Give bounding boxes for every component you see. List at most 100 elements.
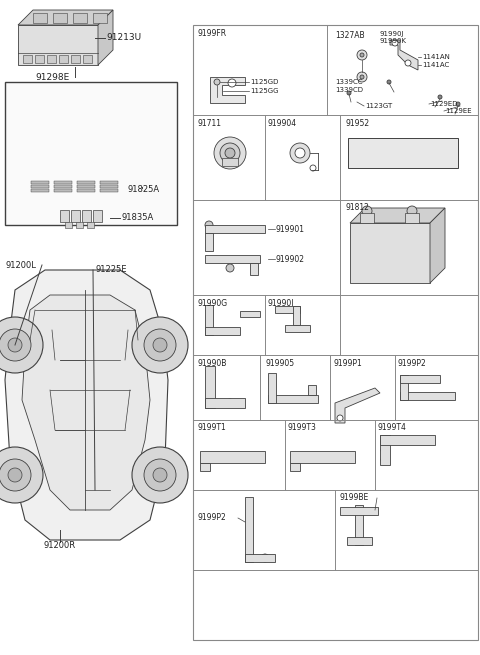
Circle shape [392, 40, 398, 46]
Circle shape [237, 453, 243, 460]
Circle shape [132, 317, 188, 373]
Text: 91298E: 91298E [35, 73, 69, 81]
Text: 91990K: 91990K [380, 38, 407, 44]
Circle shape [205, 221, 213, 229]
Text: 1339CC: 1339CC [335, 79, 362, 85]
Bar [250, 263, 258, 275]
Circle shape [214, 137, 246, 169]
Polygon shape [130, 163, 152, 185]
Circle shape [220, 143, 240, 163]
Text: 1141AN: 1141AN [422, 54, 450, 60]
Text: 1339CD: 1339CD [335, 87, 363, 93]
Circle shape [336, 453, 344, 460]
Circle shape [290, 143, 310, 163]
Polygon shape [5, 270, 168, 540]
Bar [100, 185, 118, 188]
Bar [275, 306, 300, 313]
Bar [53, 13, 67, 23]
Polygon shape [22, 295, 150, 510]
Circle shape [0, 329, 31, 361]
Bar [205, 233, 213, 251]
Polygon shape [350, 223, 430, 283]
Bar [71, 210, 80, 222]
Bar [205, 225, 265, 233]
Circle shape [247, 453, 253, 460]
Bar [5, 82, 177, 225]
Bar [400, 375, 440, 383]
Text: 9199T4: 9199T4 [378, 424, 407, 432]
Circle shape [0, 447, 43, 503]
Circle shape [310, 165, 316, 171]
Bar [200, 451, 265, 463]
Circle shape [144, 329, 176, 361]
Text: 91225E: 91225E [95, 265, 127, 274]
Bar [65, 222, 72, 228]
Text: 91200R: 91200R [44, 540, 76, 550]
Polygon shape [430, 208, 445, 283]
Bar [54, 181, 72, 184]
Circle shape [144, 459, 176, 491]
Circle shape [357, 50, 367, 60]
Circle shape [0, 317, 43, 373]
Bar [87, 222, 94, 228]
Bar [347, 537, 372, 545]
Circle shape [407, 206, 417, 216]
Text: 1129ED: 1129ED [430, 101, 457, 107]
Bar [73, 13, 87, 23]
Circle shape [387, 80, 391, 84]
Polygon shape [15, 130, 115, 195]
Bar [400, 392, 455, 400]
Bar [23, 55, 32, 63]
Text: 91825A: 91825A [128, 185, 160, 195]
Circle shape [0, 459, 31, 491]
Text: 9199BE: 9199BE [340, 493, 369, 502]
Bar [240, 311, 260, 317]
Polygon shape [210, 77, 245, 103]
Text: 1141AC: 1141AC [422, 62, 449, 68]
Bar [54, 185, 72, 188]
Bar [293, 306, 300, 325]
Text: 1123GT: 1123GT [365, 103, 392, 109]
Circle shape [225, 148, 235, 158]
Bar [355, 505, 363, 545]
Bar [222, 158, 238, 166]
Bar [59, 55, 68, 63]
Text: 91990I: 91990I [268, 299, 295, 307]
Text: 9199P1: 9199P1 [333, 358, 362, 367]
Circle shape [295, 148, 305, 158]
Circle shape [405, 60, 411, 66]
Circle shape [381, 456, 389, 464]
Text: 91711: 91711 [198, 119, 222, 128]
Circle shape [214, 79, 220, 85]
Bar [100, 189, 118, 192]
Bar [405, 213, 419, 223]
Circle shape [337, 415, 343, 421]
Circle shape [326, 453, 334, 460]
Polygon shape [98, 10, 113, 65]
Text: 1129EE: 1129EE [445, 108, 472, 114]
Polygon shape [335, 388, 380, 423]
Bar [205, 327, 240, 335]
Bar [77, 189, 95, 192]
Bar [348, 138, 458, 168]
Bar [205, 366, 215, 408]
Bar [83, 55, 92, 63]
Text: 9199T3: 9199T3 [288, 424, 317, 432]
Text: 919901: 919901 [276, 225, 305, 233]
Circle shape [394, 144, 412, 162]
Circle shape [438, 95, 442, 99]
Polygon shape [18, 25, 98, 65]
Circle shape [8, 338, 22, 352]
Text: 1125GG: 1125GG [250, 88, 278, 94]
Bar [77, 185, 95, 188]
Text: 919904: 919904 [268, 119, 297, 128]
Bar [35, 55, 44, 63]
Bar [400, 375, 408, 400]
Circle shape [228, 79, 236, 87]
Text: 919905: 919905 [265, 358, 294, 367]
Bar [205, 305, 213, 335]
Circle shape [355, 537, 363, 545]
Bar [380, 435, 435, 445]
Polygon shape [15, 180, 130, 195]
Text: 9199P2: 9199P2 [198, 514, 227, 523]
